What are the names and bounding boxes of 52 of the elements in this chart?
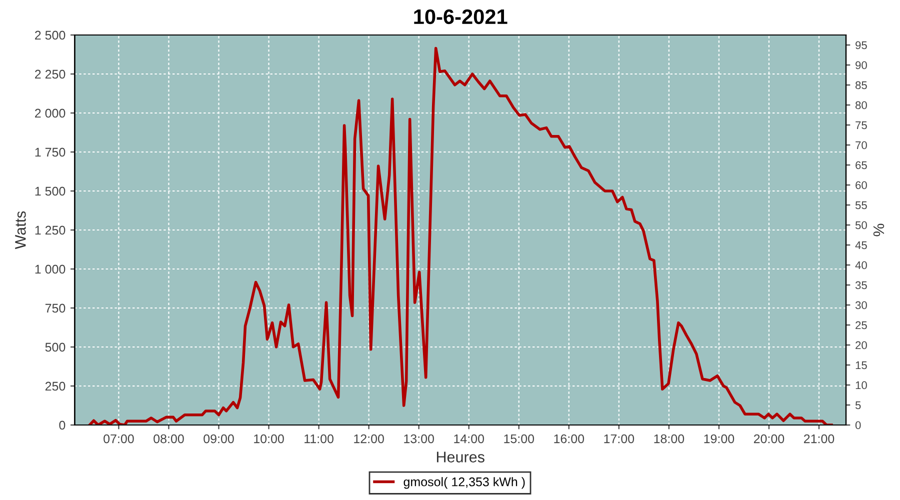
y-tick-label: 1 250: [35, 226, 66, 235]
x-tick-label: 13:00: [404, 434, 434, 444]
y2-tick-label: 40: [855, 261, 867, 270]
y2-tick-label: 30: [855, 301, 867, 310]
x-tick-label: 19:00: [704, 434, 734, 444]
y-tick-label: 2 000: [35, 108, 66, 118]
y2-tick-label: 75: [856, 121, 867, 130]
y-tick-label: 2 250: [35, 70, 66, 79]
y-tick-label: 500: [45, 342, 66, 352]
y2-tick-label: 25: [856, 321, 867, 330]
y2-tick-label: 45: [855, 241, 867, 250]
y-tick-label: 0: [59, 420, 66, 430]
y-tick-label: 1 750: [35, 148, 66, 157]
y-tick-label: 1 000: [35, 264, 66, 274]
y2-tick-label: 0: [855, 421, 861, 430]
y-tick-label: 250: [45, 382, 66, 391]
y2-tick-label: 60: [856, 181, 867, 190]
y2-tick-label: 65: [856, 161, 867, 170]
x-axis-title: Heures: [436, 452, 484, 462]
y2-tick-label: 95: [856, 41, 867, 50]
y-axis-title: Watts: [15, 211, 26, 250]
y2-axis-title: %: [873, 224, 884, 236]
x-tick-label: 14:00: [454, 434, 484, 444]
y-tick-label: 750: [45, 304, 66, 313]
x-tick-label: 17:00: [604, 434, 634, 444]
x-tick-label: 10:00: [254, 434, 284, 444]
legend-label: gmosol( 12,353 kWh ): [404, 477, 525, 489]
chart-title: 10-6-2021: [414, 9, 508, 24]
x-tick-label: 08:00: [154, 434, 184, 444]
x-tick-label: 16:00: [554, 434, 584, 444]
x-tick-label: 07:00: [104, 434, 134, 444]
y2-tick-label: 50: [855, 221, 867, 230]
x-tick-label: 21:00: [804, 434, 834, 444]
x-tick-label: 20:00: [754, 434, 784, 444]
x-tick-label: 09:00: [204, 434, 234, 444]
y2-tick-label: 35: [855, 281, 867, 290]
line-series: [88, 46, 833, 425]
y2-tick-label: 5: [855, 401, 861, 410]
y2-tick-label: 85: [856, 81, 867, 90]
x-tick-label: 18:00: [654, 434, 684, 444]
y2-tick-label: 15: [856, 361, 867, 370]
y2-tick-label: 20: [856, 341, 867, 350]
y-tick-label: 1 500: [35, 186, 66, 196]
y-tick-label: 2 500: [35, 30, 66, 40]
y2-tick-label: 10: [856, 381, 867, 390]
y2-tick-label: 70: [856, 141, 867, 150]
x-tick-label: 11:00: [304, 434, 334, 444]
x-tick-label: 12:00: [354, 434, 384, 444]
y2-tick-label: 90: [856, 61, 867, 70]
x-tick-label: 15:00: [504, 434, 534, 444]
y2-tick-label: 80: [856, 101, 867, 110]
y2-tick-label: 55: [855, 201, 867, 210]
